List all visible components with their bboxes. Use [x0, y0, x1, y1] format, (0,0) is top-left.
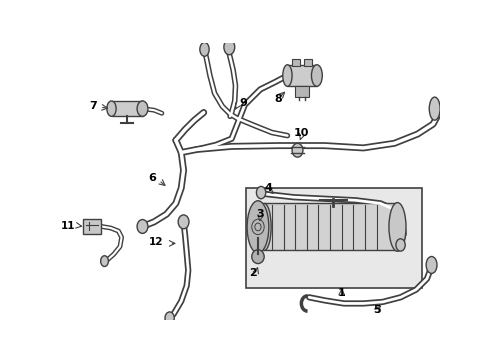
Ellipse shape [200, 42, 209, 56]
Text: 2: 2 [249, 267, 257, 278]
Ellipse shape [291, 143, 302, 157]
Text: 11: 11 [61, 221, 75, 231]
Bar [264, 203, 397, 251]
Text: 10: 10 [293, 127, 308, 138]
Bar [82, 219, 101, 234]
Bar [111, 101, 142, 116]
Ellipse shape [388, 203, 405, 251]
Text: 4: 4 [264, 183, 272, 193]
Ellipse shape [137, 220, 148, 233]
Text: 9: 9 [239, 98, 247, 108]
Bar [287, 65, 316, 86]
Ellipse shape [107, 101, 116, 116]
Ellipse shape [251, 250, 264, 264]
Text: 3: 3 [256, 209, 264, 219]
Ellipse shape [425, 256, 436, 274]
Ellipse shape [311, 65, 322, 86]
Ellipse shape [164, 312, 174, 324]
Text: 1: 1 [337, 288, 345, 298]
Bar [245, 188, 422, 288]
Ellipse shape [178, 215, 189, 229]
Text: 7: 7 [89, 101, 97, 111]
Ellipse shape [224, 39, 234, 55]
Ellipse shape [246, 201, 268, 253]
Ellipse shape [395, 239, 405, 251]
Ellipse shape [137, 101, 148, 116]
Ellipse shape [101, 256, 108, 266]
Bar [291, 59, 299, 66]
Bar [295, 86, 308, 97]
Bar [304, 59, 311, 66]
Ellipse shape [282, 65, 291, 86]
Text: 6: 6 [147, 173, 155, 183]
Ellipse shape [256, 186, 265, 199]
Ellipse shape [428, 97, 439, 120]
Text: 8: 8 [274, 94, 282, 104]
Text: 12: 12 [149, 237, 163, 247]
Ellipse shape [257, 203, 270, 251]
Text: 5: 5 [373, 305, 380, 315]
